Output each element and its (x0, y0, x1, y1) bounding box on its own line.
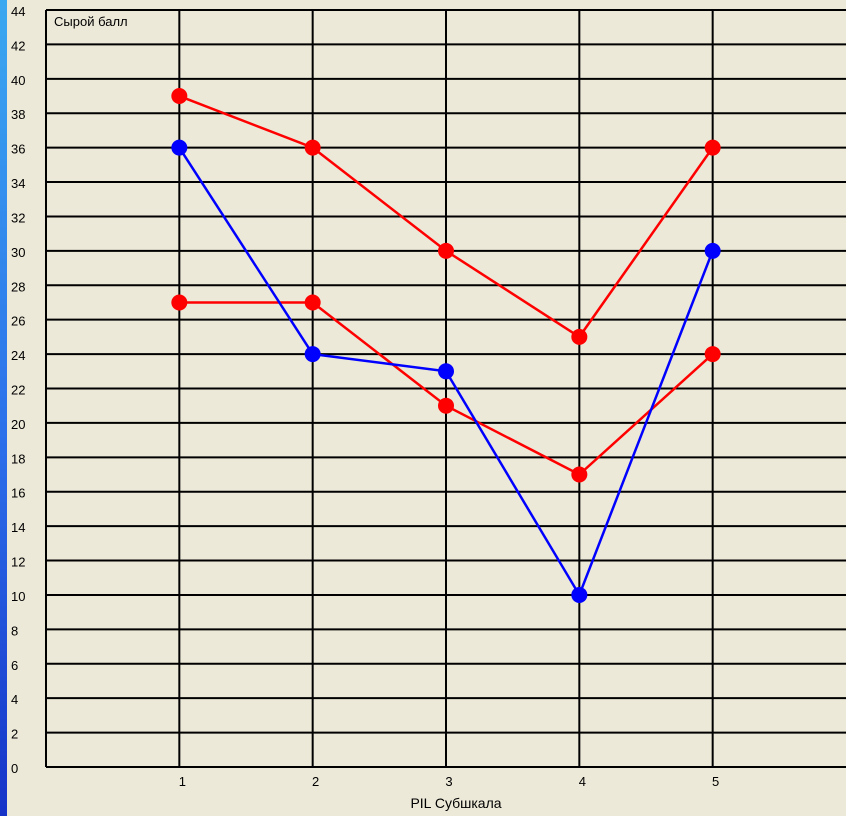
y-axis-title: Сырой балл (54, 14, 128, 29)
y-tick-label: 44 (11, 4, 25, 19)
y-tick-label: 36 (11, 142, 25, 157)
data-point (171, 139, 188, 156)
y-tick-labels: 0246810121416182022242628303234363840424… (11, 4, 25, 776)
y-tick-label: 22 (11, 383, 25, 398)
y-tick-label: 30 (11, 245, 25, 260)
x-axis-title: PIL Субшкала (410, 795, 501, 811)
vertical-gridlines (178, 10, 714, 767)
x-tick-label: 5 (712, 774, 719, 789)
y-tick-label: 4 (11, 692, 18, 707)
data-point (438, 363, 454, 380)
y-tick-label: 14 (11, 520, 25, 535)
y-tick-label: 42 (11, 38, 25, 53)
y-tick-label: 32 (11, 210, 25, 225)
data-point (704, 346, 721, 363)
data-point (438, 242, 454, 259)
data-point (704, 139, 721, 156)
data-point (704, 242, 721, 259)
x-tick-label: 4 (579, 774, 586, 789)
data-point (571, 586, 588, 603)
x-tick-label: 3 (445, 774, 452, 789)
data-point (171, 294, 188, 311)
y-tick-label: 20 (11, 417, 25, 432)
x-tick-label: 1 (179, 774, 186, 789)
y-tick-label: 18 (11, 451, 25, 466)
data-point (571, 466, 588, 483)
y-tick-label: 34 (11, 176, 25, 191)
y-tick-label: 38 (11, 107, 25, 122)
y-tick-label: 8 (11, 623, 18, 638)
y-tick-label: 40 (11, 73, 25, 88)
series-layer (171, 88, 721, 603)
data-point (438, 397, 454, 414)
data-point (571, 328, 588, 345)
y-tick-label: 10 (11, 589, 25, 604)
x-tick-label: 2 (312, 774, 319, 789)
y-tick-label: 0 (11, 761, 18, 776)
data-point (304, 139, 321, 156)
y-tick-label: 6 (11, 658, 18, 673)
series-1 (171, 88, 721, 345)
y-tick-label: 26 (11, 314, 25, 329)
data-point (171, 88, 188, 105)
window-edge-strip (0, 0, 7, 816)
y-tick-label: 28 (11, 279, 25, 294)
x-tick-labels: 1 2 3 4 5 (179, 774, 720, 789)
data-point (304, 346, 321, 363)
series-3 (171, 139, 721, 603)
data-point (304, 294, 321, 311)
series-2 (171, 294, 721, 483)
y-tick-label: 24 (11, 348, 25, 363)
y-tick-label: 2 (11, 727, 18, 742)
y-tick-label: 12 (11, 555, 25, 570)
y-tick-label: 16 (11, 486, 25, 501)
